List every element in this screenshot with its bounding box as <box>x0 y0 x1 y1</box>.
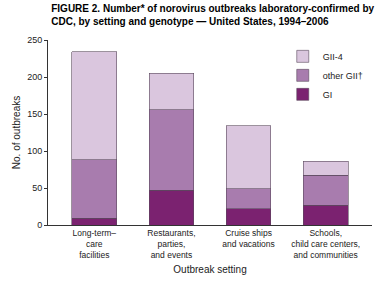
svg-text:Cruise shipsand vacations: Cruise shipsand vacations <box>222 228 274 249</box>
svg-text:other GII†: other GII† <box>323 71 363 81</box>
svg-text:Outbreak setting: Outbreak setting <box>173 264 246 275</box>
svg-text:No. of outbreaks: No. of outbreaks <box>11 96 22 169</box>
svg-text:Long-term–carefacilities: Long-term–carefacilities <box>73 228 117 260</box>
svg-text:50: 50 <box>32 183 42 193</box>
svg-text:200: 200 <box>27 72 42 82</box>
svg-text:100: 100 <box>27 146 42 156</box>
svg-text:GII-4: GII-4 <box>323 52 343 62</box>
svg-text:FIGURE 2. Number* of norovirus: FIGURE 2. Number* of norovirus outbreaks… <box>51 3 374 27</box>
svg-text:0: 0 <box>37 220 42 230</box>
svg-text:GI: GI <box>323 90 333 100</box>
svg-text:Schools,child care centers,and: Schools,child care centers,and communiti… <box>291 228 360 260</box>
svg-text:150: 150 <box>27 109 42 119</box>
svg-text:Restaurants,parties,and events: Restaurants,parties,and events <box>147 228 195 260</box>
svg-text:250: 250 <box>27 35 42 45</box>
